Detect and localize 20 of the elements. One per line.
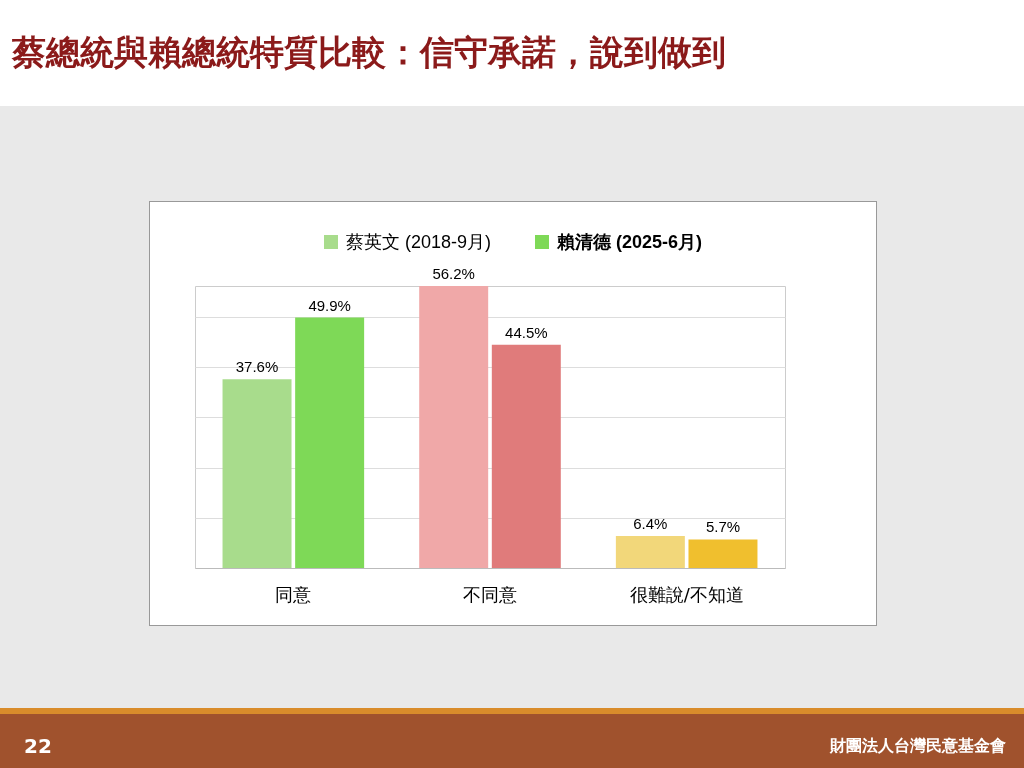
data-label: 44.5%	[505, 323, 548, 341]
data-label: 56.2%	[432, 265, 475, 282]
data-label: 5.7%	[705, 518, 741, 536]
text: 22	[24, 734, 52, 758]
bar	[615, 535, 685, 568]
data-label: 37.6%	[235, 358, 279, 376]
x-tick-label: 不同意	[463, 583, 517, 605]
data-label: 6.4%	[633, 514, 668, 532]
bar	[419, 286, 489, 568]
legend-label: 賴清德 (2025-6月)	[557, 232, 703, 252]
bar	[222, 379, 292, 568]
bar	[688, 539, 758, 568]
data-label: 49.9%	[308, 296, 351, 314]
x-tick-label: 同意	[275, 583, 312, 605]
bar	[295, 317, 365, 568]
text: 財團法人台灣民意基金會	[830, 736, 1006, 757]
x-tick-label: 很難說/不知道	[629, 583, 744, 605]
chart-title: 蔡總統與賴總統特質比較：信守承諾，說到做到	[12, 31, 726, 74]
bar	[491, 344, 561, 568]
legend-label: 蔡英文 (2018-9月)	[345, 232, 491, 252]
